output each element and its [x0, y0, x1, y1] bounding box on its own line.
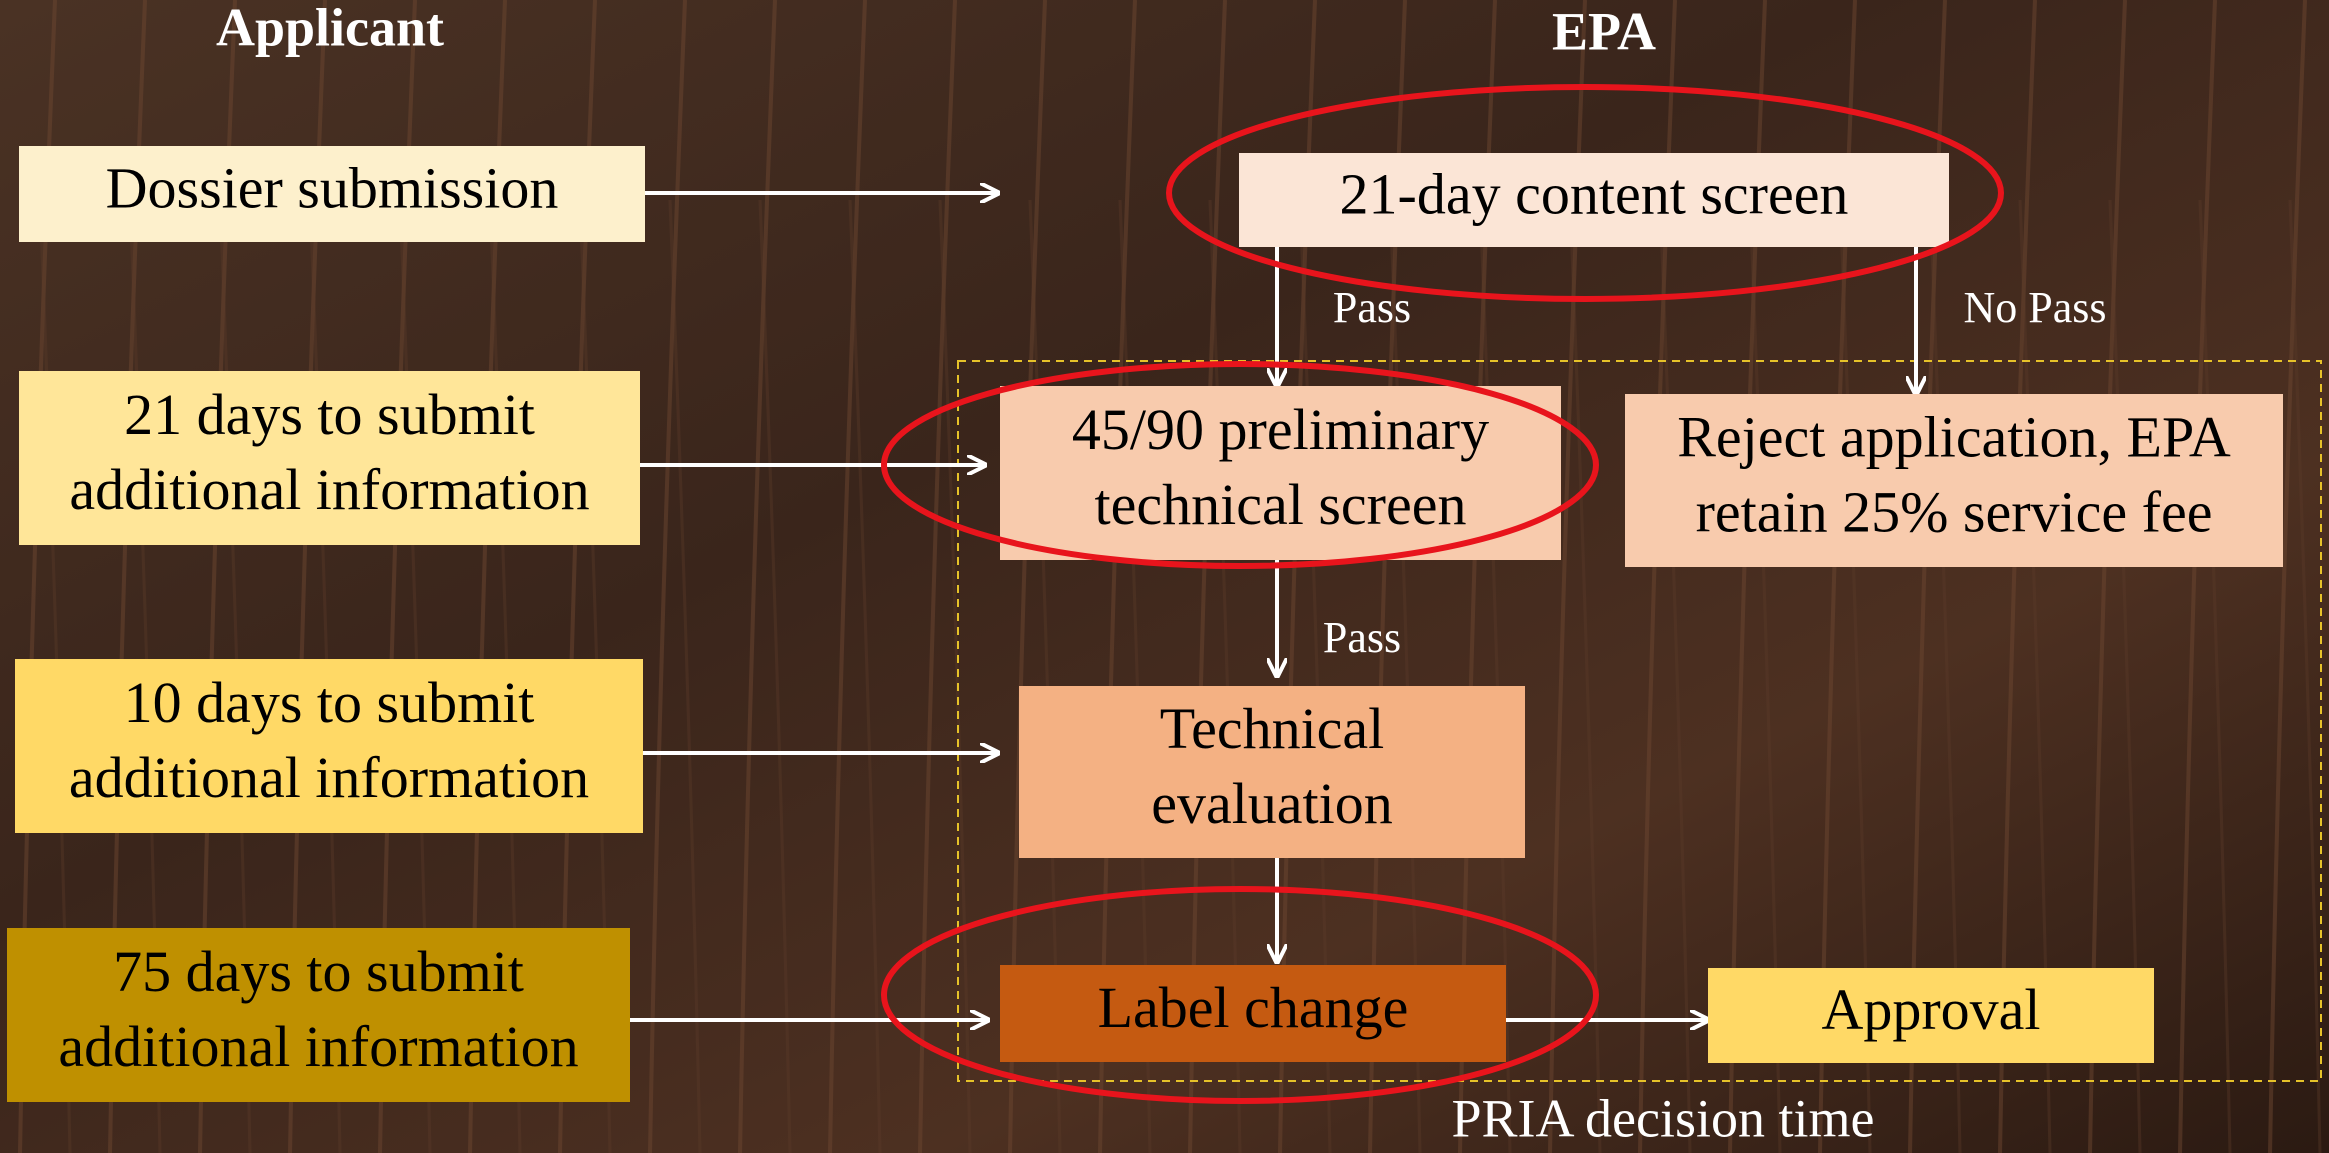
node-label: additional information [58, 1014, 578, 1079]
node-label: 45/90 preliminary [1072, 397, 1489, 462]
node-label: additional information [69, 457, 589, 522]
node-label: Technical [1160, 696, 1385, 761]
edge-label: No Pass [1963, 283, 2106, 332]
caption: PRIA decision time [1452, 1088, 1875, 1148]
node-label: 21-day content screen [1340, 161, 1849, 226]
node-label: additional information [69, 745, 589, 810]
node-label: 10 days to submit [124, 670, 535, 735]
edge-label: Pass [1323, 613, 1401, 662]
node-label: evaluation [1151, 771, 1393, 836]
header: Applicant [216, 0, 444, 57]
node-label: retain 25% service fee [1696, 479, 2213, 544]
node-label: technical screen [1095, 472, 1467, 537]
node-label: Approval [1821, 977, 2040, 1042]
node-label: Label change [1098, 975, 1409, 1040]
node-label: 75 days to submit [113, 939, 524, 1004]
node-label: Reject application, EPA [1677, 404, 2231, 469]
node-label: Dossier submission [106, 155, 559, 220]
page: Dossier submission 21 days to submit addit… [0, 0, 2329, 1153]
edge-label: Pass [1333, 283, 1411, 332]
header: EPA [1552, 1, 1656, 61]
node-label: 21 days to submit [124, 382, 535, 447]
diagram: Dossier submission 21 days to submit addit… [0, 0, 2329, 1153]
